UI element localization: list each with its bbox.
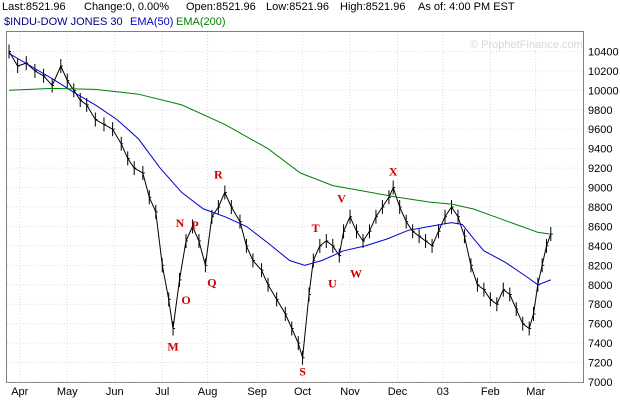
annotation-w: W — [350, 267, 362, 281]
y-tick-label: 8800 — [588, 202, 612, 214]
low-price: Low:8521.96 — [266, 1, 329, 13]
x-tick-label: Mar — [526, 386, 545, 398]
as-of-time: As of: 4:00 PM EST — [418, 1, 515, 13]
y-tick-label: 8200 — [588, 260, 612, 272]
annotation-n: N — [176, 216, 185, 230]
annotation-t: T — [312, 221, 320, 235]
x-tick-label: Jun — [106, 386, 124, 398]
series-layer — [8, 44, 553, 365]
x-axis: Apr May Jun Jul Aug Sep Oct Nov Dec 03 Feb Mar — [11, 386, 545, 398]
y-tick-label: 8400 — [588, 241, 612, 253]
high-price: High:8521.96 — [340, 1, 406, 13]
y-tick-label: 10400 — [588, 46, 619, 58]
y-tick-label: 7600 — [588, 319, 612, 331]
legend-ema200: EMA(200) — [176, 16, 226, 28]
y-tick-label: 9200 — [588, 163, 612, 175]
last-price: Last:8521.96 — [2, 1, 66, 13]
annotation-m: M — [167, 340, 178, 354]
annotation-p: P — [191, 218, 198, 232]
x-tick-label: Oct — [294, 386, 311, 398]
y-axis: 7000 7200 7400 7600 7800 8000 8200 8400 8600 8800… — [588, 46, 619, 389]
y-tick-label: 10000 — [588, 85, 619, 97]
legend-symbol: $INDU-DOW JONES 30 — [4, 16, 123, 28]
x-tick-label: Jul — [155, 386, 169, 398]
y-tick-label: 10200 — [588, 66, 619, 78]
x-tick-label: Nov — [340, 386, 360, 398]
y-tick-label: 9400 — [588, 144, 612, 156]
annotation-x: X — [389, 165, 398, 179]
x-tick-label: Sep — [247, 386, 267, 398]
y-tick-label: 7400 — [588, 338, 612, 350]
ema50-series-line — [8, 52, 551, 286]
price-series-line — [8, 51, 552, 358]
x-tick-label: Dec — [388, 386, 408, 398]
x-tick-label: Apr — [11, 386, 28, 398]
legend-ema50: EMA(50) — [130, 16, 174, 28]
quote-header: Last:8521.96 Change:0, 0.00% Open:8521.9… — [0, 0, 620, 16]
open-price: Open:8521.96 — [186, 1, 256, 13]
y-tick-label: 9000 — [588, 183, 612, 195]
y-tick-label: 8600 — [588, 221, 612, 233]
annotation-layer: M N O P Q R S T U V W X — [167, 165, 397, 379]
annotation-q: Q — [207, 275, 216, 289]
y-tick-label: 7000 — [588, 377, 612, 389]
ema200-series-line — [8, 87, 551, 235]
annotation-v: V — [337, 192, 346, 206]
y-tick-label: 7200 — [588, 358, 612, 370]
annotation-r: R — [214, 167, 223, 181]
annotation-u: U — [328, 276, 337, 290]
y-tick-label: 9800 — [588, 105, 612, 117]
x-tick-label: May — [57, 386, 78, 398]
annotation-s: S — [299, 365, 306, 379]
y-tick-label: 7800 — [588, 299, 612, 311]
y-tick-label: 9600 — [588, 124, 612, 136]
watermark-text: © ProphetFinance.com — [470, 39, 583, 51]
y-tick-label: 8000 — [588, 280, 612, 292]
annotation-o: O — [181, 293, 190, 307]
x-tick-label: 03 — [437, 386, 449, 398]
x-tick-label: Feb — [481, 386, 500, 398]
x-tick-label: Aug — [198, 386, 218, 398]
grid-lines — [7, 32, 583, 383]
change-value: Change:0, 0.00% — [84, 1, 170, 13]
